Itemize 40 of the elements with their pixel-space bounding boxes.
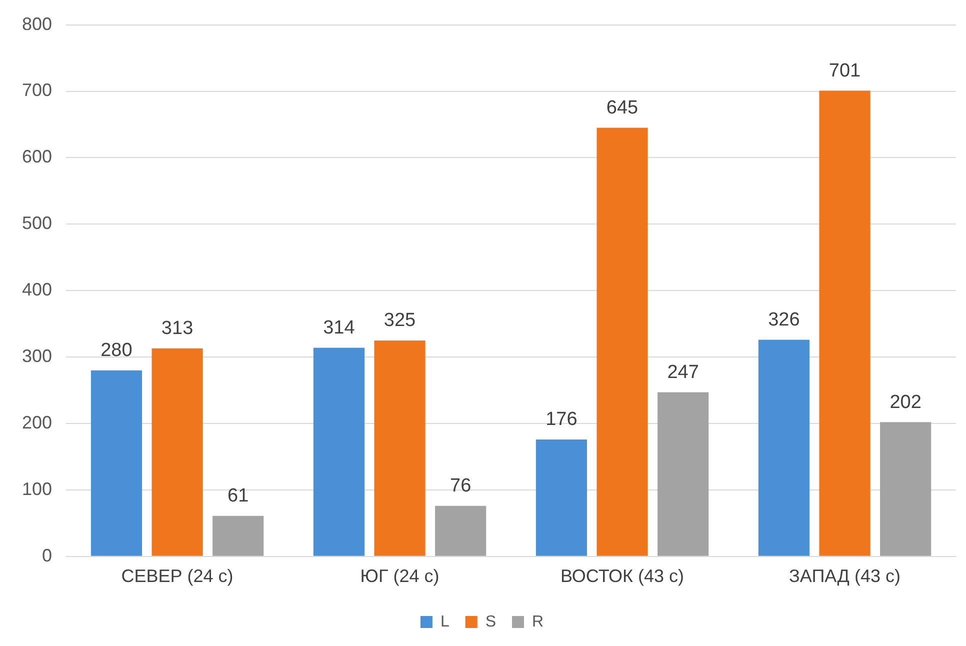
data-label: 176 [546,409,578,430]
data-label: 313 [161,318,194,340]
data-label: 326 [768,310,800,331]
y-tick-label: 200 [22,412,52,432]
x-tick-label: ЗАПАД (43 с) [789,566,900,586]
bar [758,340,810,556]
y-tick-label: 100 [22,478,52,499]
y-tick-label: 800 [22,14,52,34]
y-tick-label: 300 [22,346,52,366]
bar [313,348,364,556]
bar [658,392,709,556]
data-label: 202 [890,392,922,413]
bar [880,422,932,556]
data-label: 76 [450,476,472,497]
bar [152,348,203,556]
bar [536,439,587,556]
bar [819,90,870,556]
bar [90,370,142,556]
data-label: 314 [323,317,356,338]
data-label: 61 [228,486,249,507]
y-tick-label: 500 [22,213,52,234]
y-tick-label: 400 [22,280,52,300]
bar [374,340,426,556]
data-label: 645 [606,98,638,119]
x-tick-label: ЮГ (24 с) [360,566,440,586]
bar [435,506,486,556]
legend-label: R [532,613,544,630]
legend-label: L [440,613,450,630]
y-tick-label: 0 [42,545,52,566]
y-tick-label: 600 [22,146,52,167]
y-tick-label: 700 [22,80,52,100]
bar [596,128,648,556]
x-tick-label: ВОСТОК (43 с) [560,566,684,586]
data-label: 247 [667,362,699,384]
data-label: 280 [100,340,132,362]
legend-label: S [485,613,496,630]
bar [212,516,264,556]
data-label: 701 [828,60,861,82]
data-label: 325 [384,310,416,332]
x-tick-label: СЕВЕР (24 с) [121,566,234,586]
